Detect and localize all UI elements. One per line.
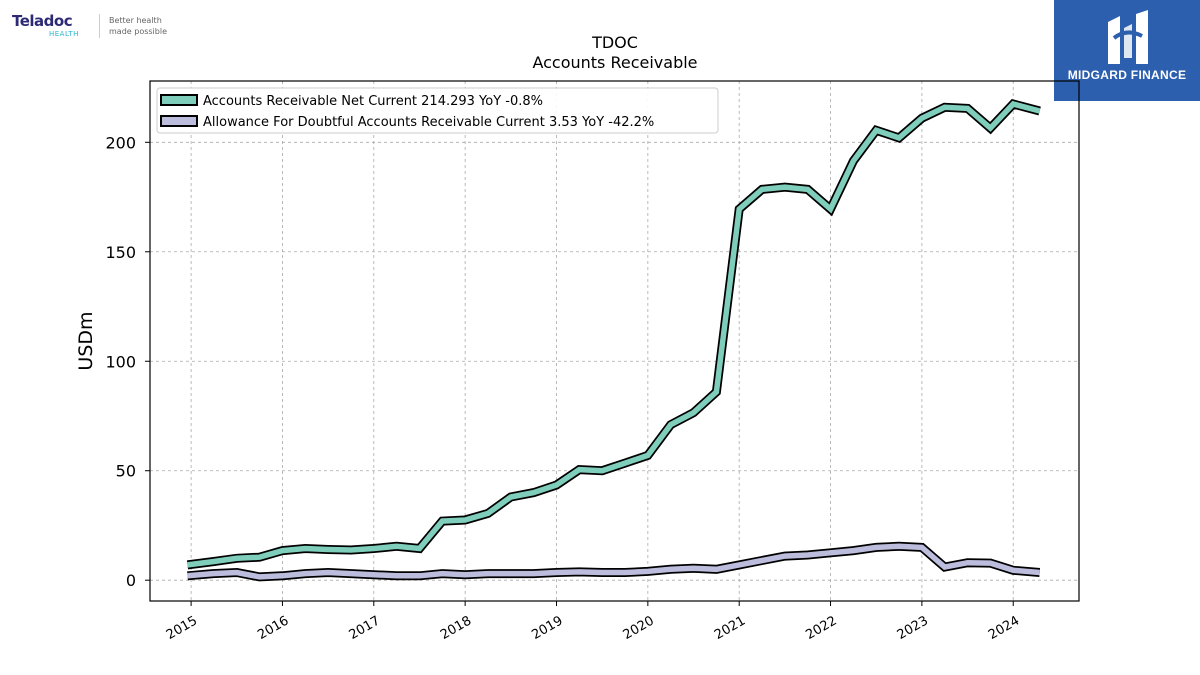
- x-tick-label: 2018: [438, 613, 474, 643]
- legend: Accounts Receivable Net Current 214.293 …: [156, 87, 719, 134]
- teladoc-logo-name: Teladoc: [12, 12, 73, 30]
- series-line-1: [187, 100, 1041, 568]
- y-tick-label: 0: [126, 571, 136, 590]
- x-tick-label: 2023: [895, 613, 931, 643]
- chart-subtitle: Accounts Receivable: [532, 53, 697, 72]
- x-tick-label: 2015: [164, 613, 200, 643]
- x-tick-label: 2024: [986, 613, 1022, 643]
- series-line-outline-1: [186, 98, 1041, 570]
- legend-swatch-1: [160, 94, 198, 106]
- midgard-finance-logo-text: MIDGARD FINANCE: [1067, 68, 1187, 82]
- y-tick-label: 200: [105, 133, 136, 152]
- x-tick-label: 2021: [712, 613, 748, 643]
- y-tick-label: 150: [105, 243, 136, 262]
- legend-label-1: Accounts Receivable Net Current 214.293 …: [203, 94, 543, 109]
- legend-swatch-2: [160, 115, 198, 127]
- grid: [150, 81, 1079, 601]
- legend-label-2: Allowance For Doubtful Accounts Receivab…: [203, 115, 654, 130]
- midgard-finance-logo: MIDGARD FINANCE: [1054, 0, 1200, 101]
- y-axis: 0 50 100 150 200: [105, 133, 150, 590]
- teladoc-logo-sub: HEALTH: [49, 30, 79, 38]
- plot-frame: [149, 80, 1080, 602]
- y-tick-label: 50: [116, 462, 136, 481]
- x-tick-label: 2019: [529, 613, 565, 643]
- y-axis-label: USDm: [75, 311, 97, 370]
- x-axis: 2015 2016 2017 2018 2019 2020 2021 2022 2023 2024: [164, 601, 1022, 643]
- x-tick-label: 2017: [347, 613, 383, 643]
- x-tick-label: 2022: [803, 613, 839, 643]
- teladoc-logo: Teladoc HEALTH Better health made possib…: [12, 12, 172, 42]
- series-lines: [186, 98, 1041, 582]
- series-line-2: [187, 543, 1040, 580]
- chart-title: TDOC: [591, 33, 638, 52]
- x-tick-label: 2016: [255, 613, 291, 643]
- midgard-mark-icon: [1108, 10, 1148, 64]
- x-tick-label: 2020: [621, 613, 657, 643]
- teladoc-logo-tagline: Better health made possible: [109, 15, 167, 37]
- teladoc-tagline-line-1: Better health: [109, 16, 162, 25]
- teladoc-logo-divider: [99, 14, 100, 38]
- y-tick-label: 100: [105, 352, 136, 371]
- legend-box: [156, 87, 719, 134]
- teladoc-tagline-line-2: made possible: [109, 27, 167, 36]
